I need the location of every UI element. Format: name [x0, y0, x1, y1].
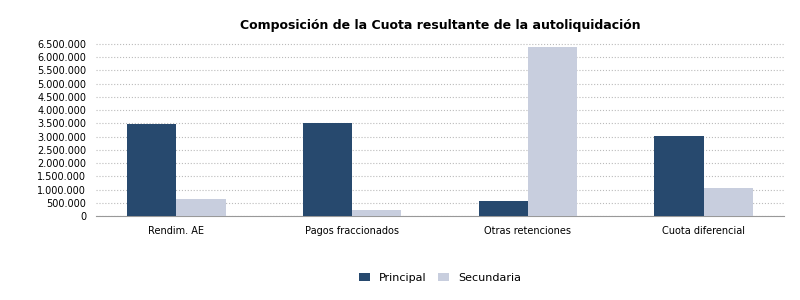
Bar: [528, 46, 577, 216]
Bar: [654, 136, 703, 216]
Bar: [352, 210, 402, 216]
Bar: [703, 188, 753, 216]
Title: Composición de la Cuota resultante de la autoliquidación: Composición de la Cuota resultante de la…: [240, 19, 640, 32]
Bar: [478, 201, 528, 216]
Legend: Principal, Secundaria: Principal, Secundaria: [356, 269, 524, 286]
Bar: [177, 199, 226, 216]
Bar: [303, 123, 352, 216]
Bar: [127, 124, 177, 216]
